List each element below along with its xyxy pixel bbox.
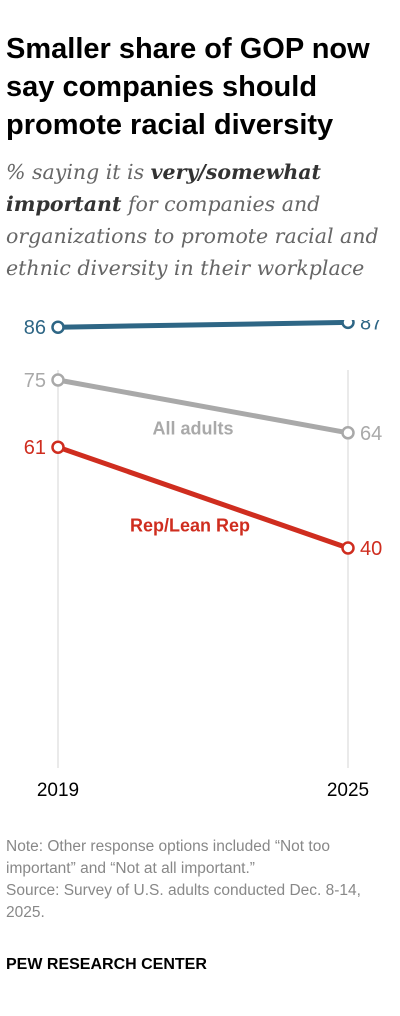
- chart-subtitle: % saying it is very/somewhat important f…: [6, 156, 398, 284]
- chart-notes: Note: Other response options included “N…: [6, 836, 398, 924]
- data-point-dem-lean-dem-2025: [341, 320, 355, 330]
- data-point-all-adults-2025: [341, 426, 355, 440]
- subtitle-suffix: for companies and organizations to promo…: [6, 192, 379, 280]
- chart-title: Smaller share of GOP now say companies s…: [6, 33, 370, 141]
- series-line-dem-lean-dem: [55, 320, 351, 330]
- subtitle-prefix: % saying it is: [6, 160, 151, 184]
- data-point-rep-lean-rep-2025: [341, 541, 355, 555]
- subtitle-emphasis: very/somewhat important: [6, 160, 322, 216]
- series-label-all-adults: All adults: [152, 418, 233, 438]
- data-label-dem-lean-dem-2025: 87: [360, 320, 382, 334]
- x-tick-label-2019: 2019: [37, 780, 79, 801]
- series-line-all-adults: [55, 377, 351, 436]
- pew-research-center-logo: PEW RESEARCH CENTER: [6, 956, 207, 973]
- data-label-dem-lean-dem-2019: 86: [24, 320, 46, 339]
- data-point-dem-lean-dem-2019: [51, 320, 65, 334]
- series-label-rep-lean-rep: Rep/Lean Rep: [130, 516, 250, 536]
- data-label-all-adults-2025: 64: [360, 423, 382, 445]
- series-line-rep-lean-rep: [55, 444, 351, 551]
- data-label-rep-lean-rep-2025: 40: [360, 538, 382, 560]
- source-text: Source: Survey of U.S. adults conducted …: [6, 882, 361, 921]
- data-point-all-adults-2019: [51, 373, 65, 387]
- data-label-rep-lean-rep-2019: 61: [24, 437, 46, 459]
- data-point-rep-lean-rep-2019: [51, 440, 65, 454]
- line-chart: 8687Dem/Lean Dem7564All adults6140Rep/Le…: [24, 320, 382, 801]
- note-text: Note: Other response options included “N…: [6, 838, 330, 877]
- data-label-all-adults-2019: 75: [24, 370, 46, 392]
- x-tick-label-2025: 2025: [327, 780, 369, 801]
